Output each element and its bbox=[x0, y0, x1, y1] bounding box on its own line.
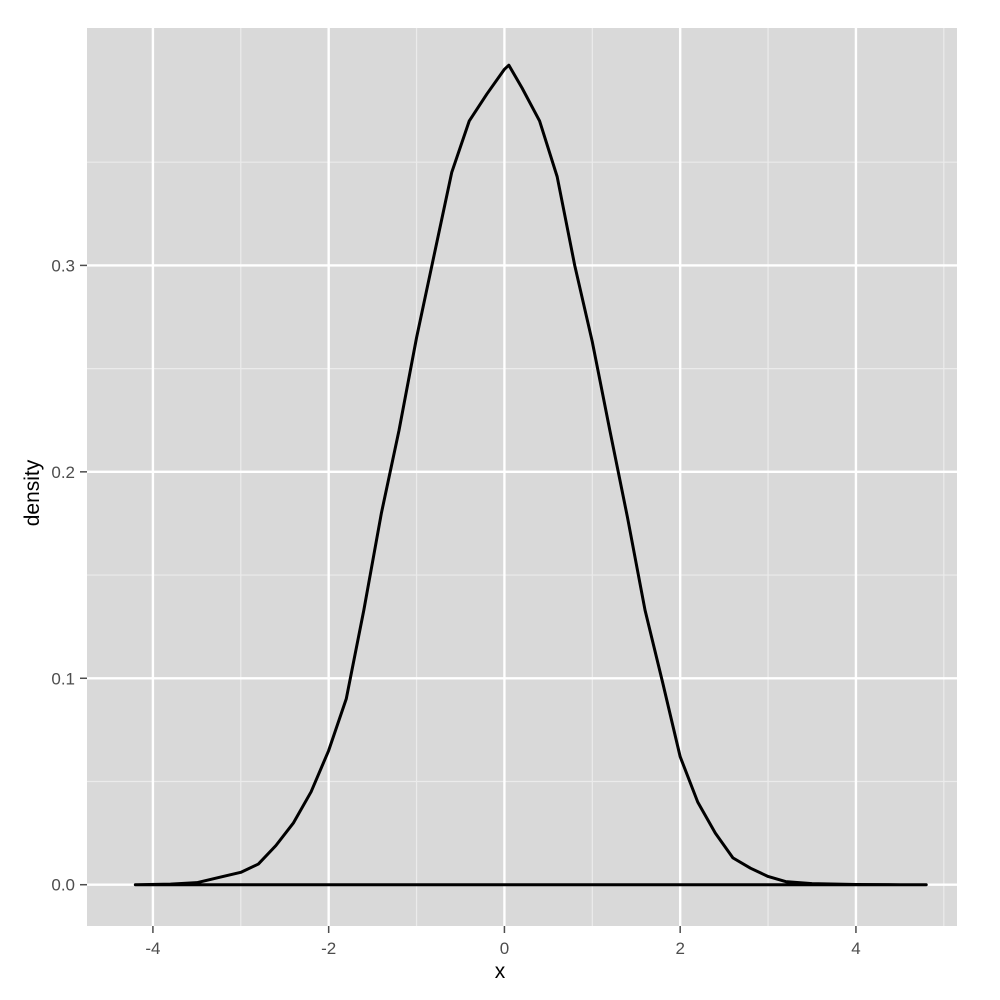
x-tick-label: 0 bbox=[500, 939, 509, 958]
density-curve bbox=[133, 63, 928, 887]
x-axis-title: x bbox=[495, 960, 506, 983]
y-tick-label: 0.0 bbox=[51, 876, 75, 895]
x-axis: -4 -2 0 2 4 bbox=[145, 926, 861, 958]
y-axis-title: density bbox=[21, 459, 44, 526]
y-tick-label: 0.2 bbox=[51, 463, 75, 482]
y-axis: 0.0 0.1 0.2 0.3 bbox=[51, 256, 87, 895]
x-tick-label: -4 bbox=[145, 939, 160, 958]
y-tick-label: 0.1 bbox=[51, 669, 75, 688]
y-tick-label: 0.3 bbox=[51, 256, 75, 275]
x-tick-label: 2 bbox=[675, 939, 684, 958]
x-tick-label: -2 bbox=[321, 939, 336, 958]
plot-panel bbox=[87, 28, 957, 926]
x-tick-label: 4 bbox=[851, 939, 860, 958]
minor-gridlines bbox=[87, 28, 957, 926]
